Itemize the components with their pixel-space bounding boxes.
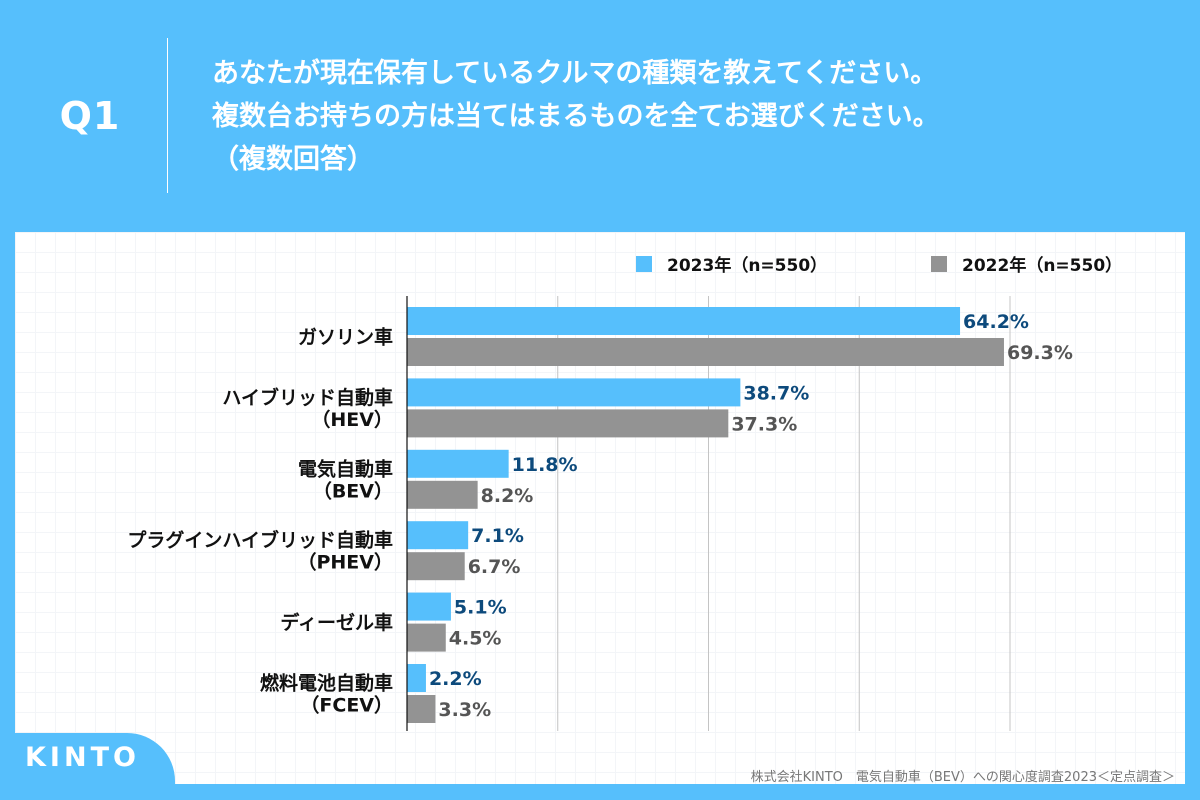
bar-2022: [407, 695, 436, 723]
value-label-2023: 2.2%: [429, 668, 482, 690]
category-label: 燃料電池自動車: [260, 672, 393, 695]
category-label: （BEV）: [313, 479, 393, 502]
bar-2022: [407, 409, 729, 438]
category-label: （FCEV）: [300, 694, 393, 717]
category-label: （PHEV）: [297, 551, 393, 574]
category-label: 電気自動車: [298, 457, 393, 480]
value-label-2023: 11.8%: [512, 454, 578, 476]
category-label: ガソリン車: [298, 326, 393, 349]
header-divider: [167, 38, 168, 193]
value-label-2022: 3.3%: [438, 699, 491, 721]
question-number: Q1: [59, 94, 121, 138]
question-text: あなたが現在保有しているクルマの種類を教えてください。 複数台お持ちの方は当ては…: [212, 52, 940, 181]
legend-swatch-2022: [931, 255, 947, 272]
logo-tab: [0, 733, 175, 800]
question-line-2: 複数台お持ちの方は当てはまるものを全てお選びください。: [212, 101, 940, 132]
kinto-logo: KINTO: [25, 742, 140, 773]
source-note: 株式会社KINTO 電気自動車（BEV）への関心度調査2023＜定点調査＞: [750, 770, 1175, 785]
bar-2022: [407, 552, 465, 581]
category-label: （HEV）: [311, 408, 393, 431]
bar-2023: [407, 378, 741, 407]
legend-label-2022: 2022年（n=550）: [962, 256, 1123, 276]
legend-item-2022: 2022年（n=550）: [931, 251, 1122, 276]
question-line-3: （複数回答）: [212, 144, 374, 175]
legend-item-2023: 2023年（n=550）: [636, 251, 827, 276]
header: Q1 あなたが現在保有しているクルマの種類を教えてください。 複数台お持ちの方は…: [0, 0, 1200, 232]
value-label-2023: 64.2%: [963, 311, 1029, 333]
value-label-2022: 6.7%: [468, 556, 521, 578]
legend-label-2023: 2023年（n=550）: [667, 256, 828, 276]
bar-2023: [407, 592, 451, 621]
category-label: ハイブリッド自動車: [222, 386, 393, 409]
bar-2022: [407, 338, 1004, 366]
category-label: ディーゼル車: [280, 611, 393, 634]
bar-2023: [407, 664, 426, 692]
value-label-2022: 69.3%: [1007, 342, 1073, 364]
value-label-2023: 5.1%: [454, 597, 507, 619]
bottom-strip: [0, 784, 1200, 800]
bar-2023: [407, 307, 961, 335]
value-label-2022: 8.2%: [481, 485, 534, 507]
value-label-2023: 38.7%: [743, 382, 809, 404]
value-label-2022: 4.5%: [449, 628, 502, 650]
bar-2022: [407, 480, 478, 509]
category-label: プラグインハイブリッド自動車: [127, 529, 393, 552]
bar-2022: [407, 623, 446, 652]
value-label-2023: 7.1%: [471, 525, 524, 547]
value-label-2022: 37.3%: [731, 413, 797, 435]
bar-2023: [407, 521, 469, 550]
legend-swatch-2023: [636, 255, 652, 272]
bar-2023: [407, 449, 509, 478]
question-line-1: あなたが現在保有しているクルマの種類を教えてください。: [212, 58, 938, 89]
